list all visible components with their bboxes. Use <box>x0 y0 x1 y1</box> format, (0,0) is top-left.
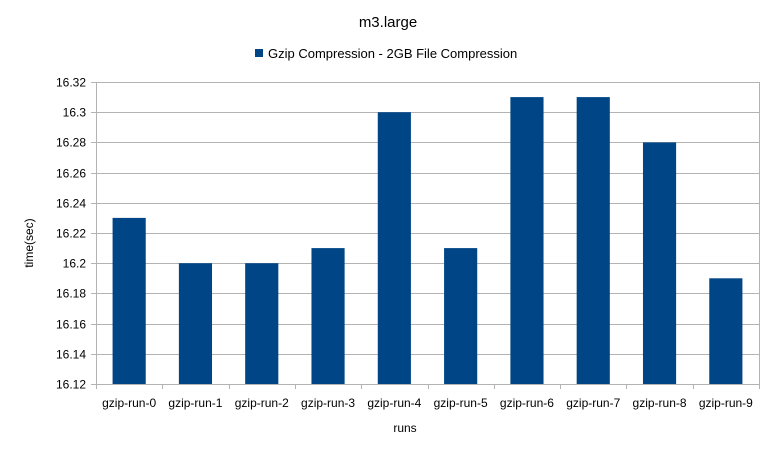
y-tick-label: 16.28 <box>56 136 86 150</box>
x-tick-label: gzip-run-0 <box>102 396 156 410</box>
bar-gzip-run-9 <box>709 278 743 384</box>
bar-gzip-run-4 <box>377 112 411 384</box>
bars <box>112 97 743 384</box>
x-axis-label: runs <box>393 421 416 435</box>
y-tick-label: 16.26 <box>56 167 86 181</box>
y-tick-label: 16.22 <box>56 227 86 241</box>
x-tick-label: gzip-run-1 <box>168 396 222 410</box>
x-tick-label: gzip-run-9 <box>699 396 753 410</box>
y-tick-label: 16.16 <box>56 318 86 332</box>
bar-gzip-run-8 <box>642 142 677 384</box>
x-tick-label: gzip-run-8 <box>633 396 687 410</box>
x-tick-label: gzip-run-3 <box>301 396 355 410</box>
bar-gzip-run-2 <box>245 263 279 384</box>
x-tick-label: gzip-run-7 <box>566 396 620 410</box>
bar-gzip-run-1 <box>178 263 213 384</box>
x-tick-label: gzip-run-5 <box>434 396 488 410</box>
legend-swatch <box>255 49 263 57</box>
y-tick-label: 16.32 <box>56 76 86 90</box>
bar-gzip-run-6 <box>510 97 544 384</box>
y-tick-label: 16.12 <box>56 378 86 392</box>
x-tick-label: gzip-run-2 <box>235 396 289 410</box>
bar-gzip-run-3 <box>311 248 345 384</box>
y-tick-label: 16.24 <box>56 197 86 211</box>
bar-gzip-run-0 <box>112 217 146 384</box>
bar-gzip-run-7 <box>576 97 610 384</box>
chart-title: m3.large <box>359 14 417 31</box>
y-axis-ticks: 16.12 16.14 16.16 16.18 16.2 16.22 16.24 16.26 1… <box>56 76 86 392</box>
y-axis-label: time(sec) <box>22 218 36 267</box>
x-tick-label: gzip-run-4 <box>367 396 421 410</box>
bar-gzip-run-5 <box>444 248 478 384</box>
x-axis-ticks: gzip-run-0 gzip-run-1 gzip-run-2 gzip-run-3… <box>102 396 753 410</box>
y-tick-label: 16.14 <box>56 348 86 362</box>
y-tick-label: 16.2 <box>63 257 87 271</box>
legend-label: Gzip Compression - 2GB File Compression <box>268 46 517 61</box>
y-tick-label: 16.18 <box>56 287 86 301</box>
y-tick-label: 16.3 <box>63 106 87 120</box>
x-tick-label: gzip-run-6 <box>500 396 554 410</box>
